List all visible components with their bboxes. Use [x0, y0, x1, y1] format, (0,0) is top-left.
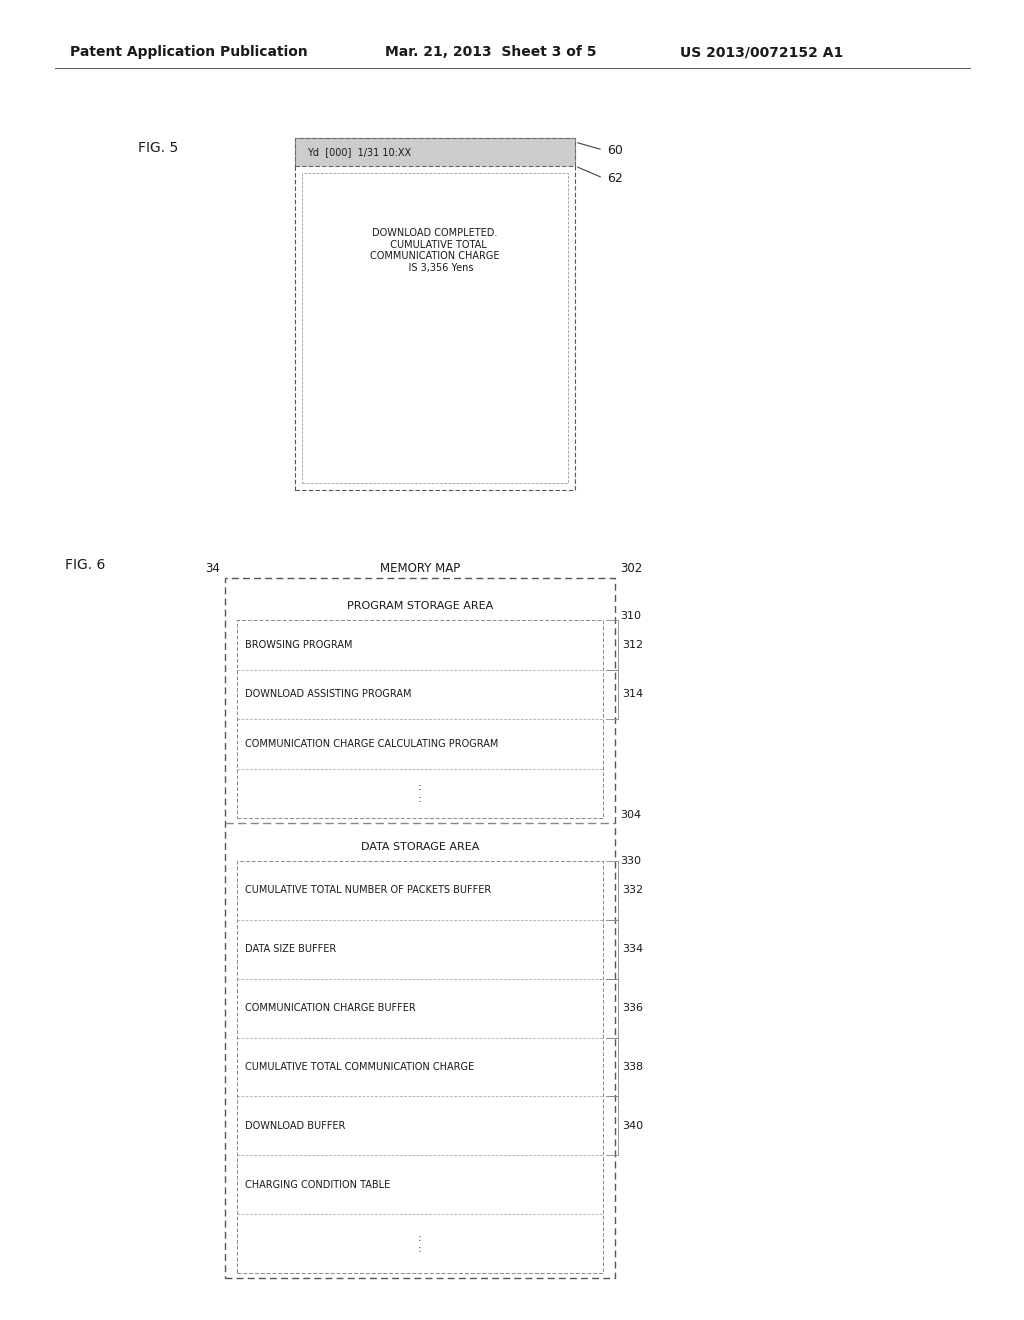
Text: US 2013/0072152 A1: US 2013/0072152 A1	[680, 45, 843, 59]
Text: FIG. 5: FIG. 5	[138, 141, 178, 154]
Text: DATA SIZE BUFFER: DATA SIZE BUFFER	[245, 944, 336, 954]
Text: 336: 336	[622, 1003, 643, 1014]
Text: 304: 304	[620, 810, 641, 820]
Bar	[225, 578, 615, 1278]
Bar	[302, 173, 568, 483]
Text: 34: 34	[205, 561, 220, 574]
Text: Yd  [000]  1/31 10:XX: Yd [000] 1/31 10:XX	[307, 147, 411, 157]
Text: CUMULATIVE TOTAL COMMUNICATION CHARGE: CUMULATIVE TOTAL COMMUNICATION CHARGE	[245, 1063, 474, 1072]
Text: Mar. 21, 2013  Sheet 3 of 5: Mar. 21, 2013 Sheet 3 of 5	[385, 45, 597, 59]
Text: 332: 332	[622, 886, 643, 895]
Text: BROWSING PROGRAM: BROWSING PROGRAM	[245, 640, 352, 649]
Text: 330: 330	[620, 855, 641, 866]
Text: DOWNLOAD ASSISTING PROGRAM: DOWNLOAD ASSISTING PROGRAM	[245, 689, 412, 700]
Text: DOWNLOAD BUFFER: DOWNLOAD BUFFER	[245, 1121, 345, 1131]
Text: CHARGING CONDITION TABLE: CHARGING CONDITION TABLE	[245, 1180, 390, 1189]
Text: 340: 340	[622, 1121, 643, 1131]
Bar	[295, 139, 575, 166]
Text: 314: 314	[622, 689, 643, 700]
Text: PROGRAM STORAGE AREA: PROGRAM STORAGE AREA	[347, 601, 494, 611]
Text: :
:: : :	[418, 783, 422, 804]
Text: DATA STORAGE AREA: DATA STORAGE AREA	[360, 842, 479, 851]
Text: :
:: : :	[418, 1233, 422, 1254]
Text: 62: 62	[607, 172, 623, 185]
Text: 334: 334	[622, 944, 643, 954]
Text: COMMUNICATION CHARGE CALCULATING PROGRAM: COMMUNICATION CHARGE CALCULATING PROGRAM	[245, 739, 499, 748]
Text: CUMULATIVE TOTAL NUMBER OF PACKETS BUFFER: CUMULATIVE TOTAL NUMBER OF PACKETS BUFFE…	[245, 886, 492, 895]
Text: 60: 60	[607, 144, 623, 157]
Text: 310: 310	[620, 611, 641, 620]
Bar	[237, 861, 603, 1272]
Text: 338: 338	[622, 1063, 643, 1072]
Text: Patent Application Publication: Patent Application Publication	[70, 45, 308, 59]
Text: COMMUNICATION CHARGE BUFFER: COMMUNICATION CHARGE BUFFER	[245, 1003, 416, 1014]
Text: 302: 302	[620, 561, 642, 574]
Text: FIG. 6: FIG. 6	[65, 558, 105, 572]
Text: MEMORY MAP: MEMORY MAP	[380, 561, 460, 574]
Bar	[237, 620, 603, 818]
Bar	[295, 139, 575, 490]
Text: DOWNLOAD COMPLETED.
  CUMULATIVE TOTAL
COMMUNICATION CHARGE
    IS 3,356 Yens: DOWNLOAD COMPLETED. CUMULATIVE TOTAL COM…	[371, 228, 500, 273]
Text: 312: 312	[622, 640, 643, 649]
